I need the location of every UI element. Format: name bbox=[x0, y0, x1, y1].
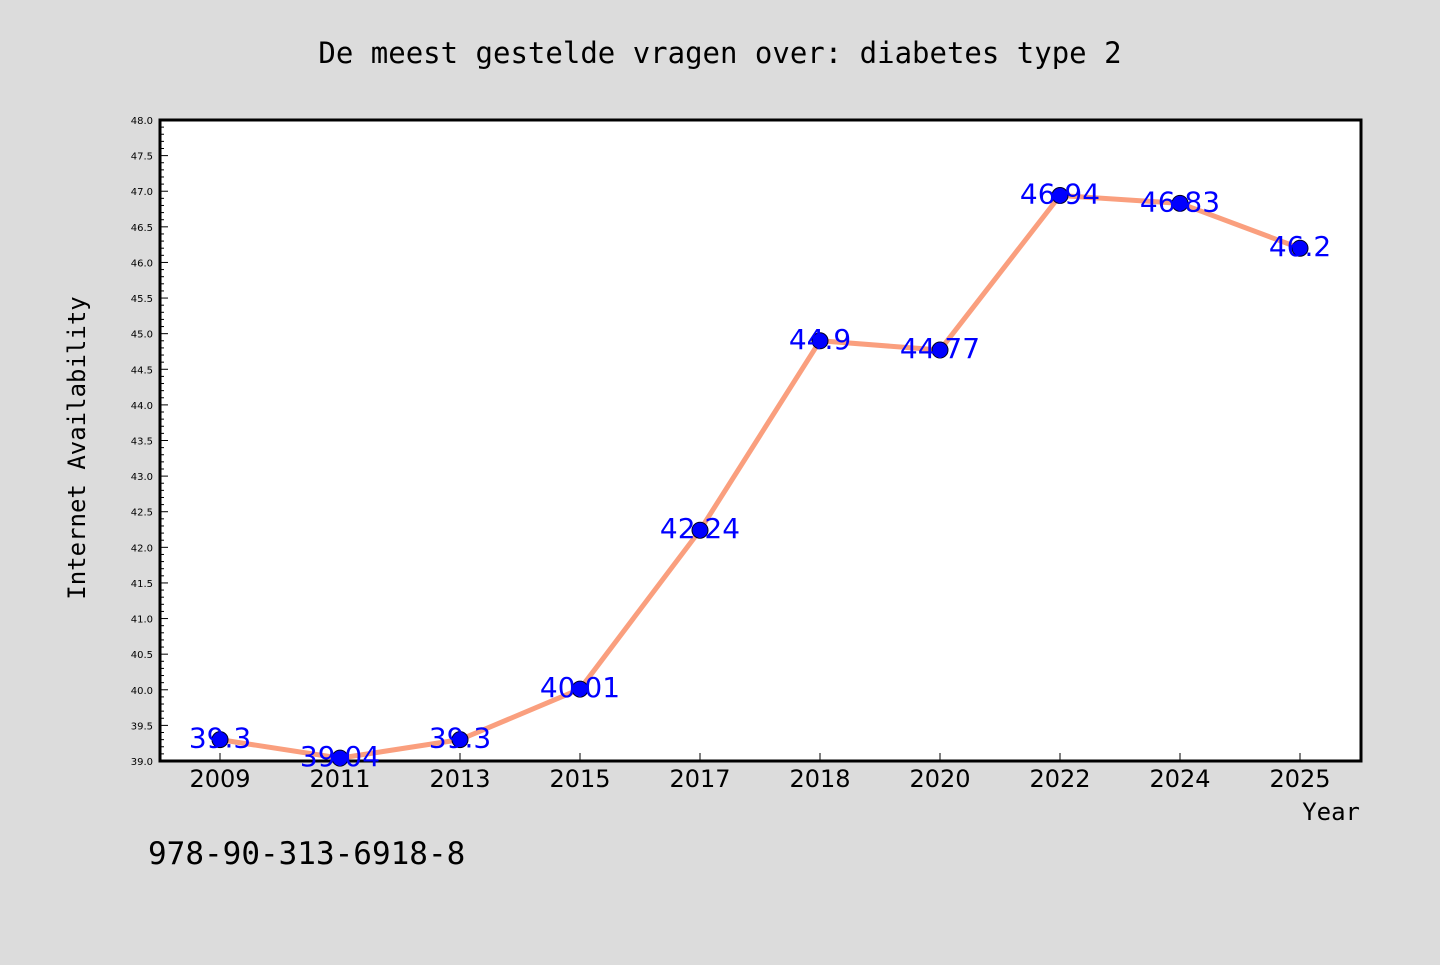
data-label: 40.01 bbox=[540, 671, 620, 704]
y-tick-label: 42.5 bbox=[131, 508, 153, 519]
data-label: 46.83 bbox=[1140, 185, 1220, 218]
data-label: 39.04 bbox=[300, 740, 380, 773]
data-point bbox=[691, 521, 709, 539]
data-point bbox=[211, 731, 229, 749]
chart-title: De meest gestelde vragen over: diabetes … bbox=[318, 36, 1121, 70]
x-tick-label: 2022 bbox=[1029, 765, 1090, 793]
y-tick-label: 44.0 bbox=[131, 401, 153, 412]
data-point bbox=[571, 680, 589, 698]
y-tick-label: 47.0 bbox=[131, 187, 153, 198]
y-tick-label: 46.5 bbox=[131, 223, 153, 234]
x-tick-label: 2024 bbox=[1149, 765, 1210, 793]
y-tick-label: 40.0 bbox=[131, 686, 153, 697]
data-point bbox=[451, 731, 469, 749]
series-line bbox=[217, 192, 1303, 761]
y-tick-label: 39.0 bbox=[131, 757, 153, 768]
y-tick-label: 39.5 bbox=[131, 721, 153, 732]
x-tick-label: 2013 bbox=[429, 765, 490, 793]
data-label: 46.94 bbox=[1020, 177, 1100, 210]
y-tick-label: 43.5 bbox=[131, 437, 153, 448]
data-point bbox=[1291, 239, 1309, 257]
x-tick-label: 2011 bbox=[309, 765, 370, 793]
y-tick-label: 46.0 bbox=[131, 258, 153, 269]
data-point bbox=[1051, 186, 1069, 204]
y-tick-label: 45.0 bbox=[131, 330, 153, 341]
y-tick-label: 40.5 bbox=[131, 650, 153, 661]
y-tick-label: 48.0 bbox=[131, 116, 153, 127]
x-tick-label: 2017 bbox=[669, 765, 730, 793]
x-tick-label: 2020 bbox=[909, 765, 970, 793]
data-point bbox=[1171, 194, 1189, 212]
x-axis-ticks: 2009 2011 2013 2015 2017 2018 2020 2022 2024 2025 bbox=[189, 753, 1331, 793]
y-tick-label: 41.5 bbox=[131, 579, 153, 590]
x-tick-label: 2009 bbox=[189, 765, 250, 793]
y-axis-label: Internet Availability bbox=[63, 296, 91, 599]
y-axis-ticks: 39.0 39.5 40.0 40.5 41.0 41.5 42.0 42.5 43.0 43.5… bbox=[131, 116, 168, 768]
plot-area bbox=[158, 118, 1363, 763]
y-tick-label: 44.5 bbox=[131, 365, 153, 376]
y-tick-label: 41.0 bbox=[131, 615, 153, 626]
data-label: 42.24 bbox=[660, 512, 740, 545]
y-tick-label: 43.0 bbox=[131, 472, 153, 483]
x-tick-label: 2025 bbox=[1269, 765, 1330, 793]
series-layer: 39.3 39.04 39.3 40.01 42.24 44.9 44.77 46.94 46.… bbox=[189, 177, 1331, 773]
y-tick-label: 47.5 bbox=[131, 152, 153, 163]
data-point bbox=[811, 332, 829, 350]
data-label: 44.9 bbox=[789, 323, 851, 356]
data-point bbox=[331, 749, 349, 767]
x-axis-label: Year bbox=[1302, 798, 1360, 826]
data-label: 39.3 bbox=[189, 722, 251, 755]
y-tick-label: 45.5 bbox=[131, 294, 153, 305]
data-label: 44.77 bbox=[900, 332, 980, 365]
y-tick-label: 42.0 bbox=[131, 543, 153, 554]
data-label: 46.2 bbox=[1269, 230, 1331, 263]
isbn-annotation: 978-90-313-6918-8 bbox=[148, 836, 465, 872]
data-label: 39.3 bbox=[429, 722, 491, 755]
x-tick-label: 2018 bbox=[789, 765, 850, 793]
x-tick-label: 2015 bbox=[549, 765, 610, 793]
data-point bbox=[931, 341, 949, 359]
